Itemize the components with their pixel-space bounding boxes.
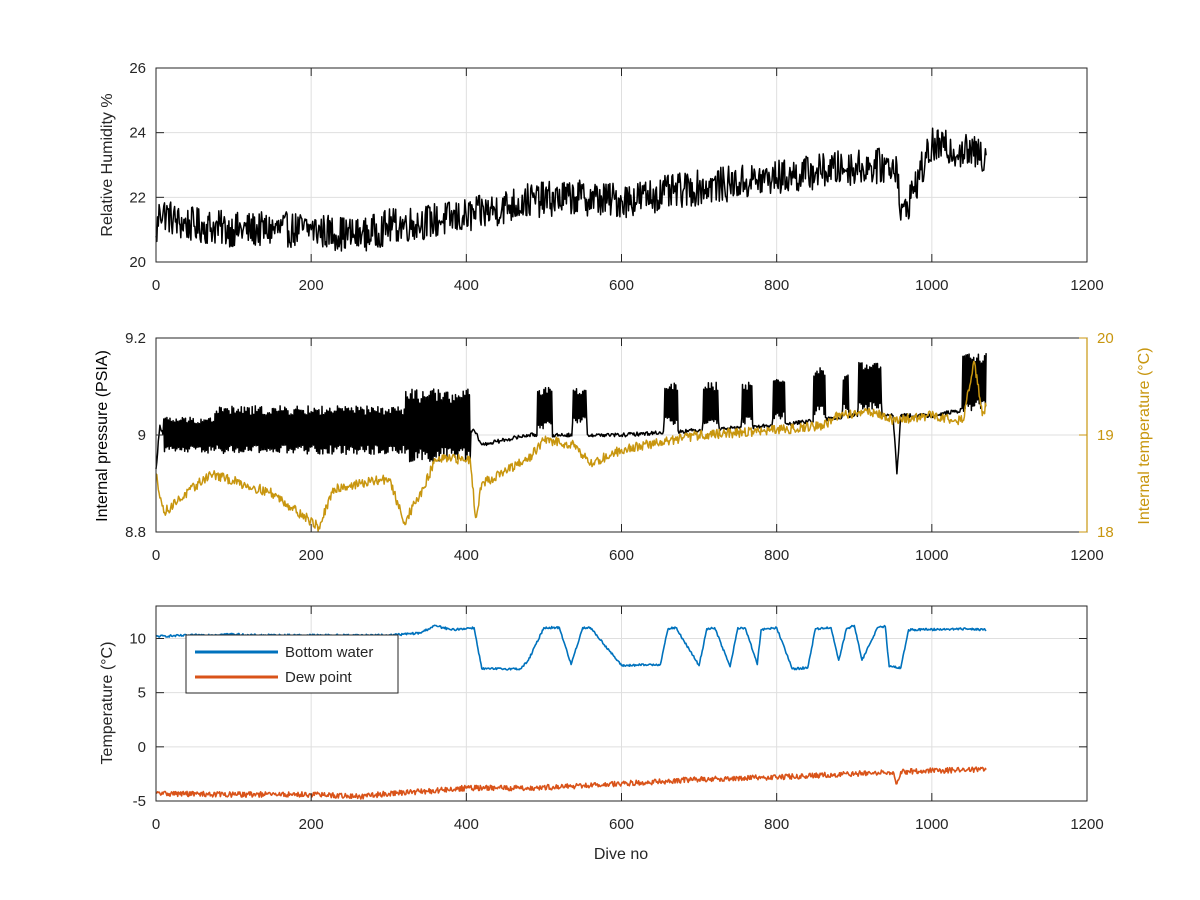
pressure-x-tick-label: 0 bbox=[152, 547, 160, 564]
pressure-right-y-tick-label: 19 bbox=[1097, 427, 1114, 444]
temperature-x-tick-label: 1200 bbox=[1070, 816, 1103, 833]
pressure-x-tick-label: 1000 bbox=[915, 547, 948, 564]
pressure-x-tick-label: 800 bbox=[764, 547, 789, 564]
temperature-x-tick-label: 0 bbox=[152, 816, 160, 833]
pressure-y-tick-label: 8.8 bbox=[125, 524, 146, 541]
temperature-x-tick-label: 400 bbox=[454, 816, 479, 833]
pressure-y-tick-label: 9.2 bbox=[125, 330, 146, 347]
pressure-x-tick-label: 1200 bbox=[1070, 547, 1103, 564]
temperature-y-tick-label: 0 bbox=[138, 739, 146, 756]
humidity-x-tick-label: 400 bbox=[454, 277, 479, 294]
pressure-y-tick-label: 9 bbox=[138, 427, 146, 444]
temperature-x-tick-label: 800 bbox=[764, 816, 789, 833]
humidity-x-tick-label: 1200 bbox=[1070, 277, 1103, 294]
temperature-x-axis-label: Dive no bbox=[594, 846, 648, 863]
pressure-series-0-line bbox=[155, 353, 987, 475]
pressure-ticks: 0 200 400 600 800 1000 1200 8.8 9 9.2 18 19 20 bbox=[125, 330, 1114, 564]
pressure-right-y-tick-label: 18 bbox=[1097, 524, 1114, 541]
temperature-y-tick-label: 10 bbox=[129, 631, 146, 648]
humidity-y-tick-label: 26 bbox=[129, 60, 146, 77]
temperature-x-tick-label: 600 bbox=[609, 816, 634, 833]
humidity-panel: 0 200 400 600 800 1000 1200 20 22 24 26 Relative H… bbox=[99, 60, 1104, 294]
humidity-x-tick-label: 600 bbox=[609, 277, 634, 294]
humidity-series-0-line bbox=[155, 127, 987, 252]
dew-point-line bbox=[155, 766, 987, 800]
legend: Bottom water Dew point bbox=[185, 634, 399, 694]
pressure-right-y-tick-label: 20 bbox=[1097, 330, 1114, 347]
humidity-y-tick-label: 22 bbox=[129, 189, 146, 206]
legend-bottom-water-label: Bottom water bbox=[285, 644, 373, 661]
humidity-y-tick-label: 20 bbox=[129, 254, 146, 271]
temperature-panel: 0 200 400 600 800 1000 1200 -5 0 5 10 Temperature … bbox=[99, 605, 1104, 863]
temperature-ticks: 0 200 400 600 800 1000 1200 -5 0 5 10 bbox=[129, 606, 1104, 833]
humidity-ticks: 0 200 400 600 800 1000 1200 20 22 24 26 bbox=[129, 60, 1103, 294]
temperature-x-tick-label: 1000 bbox=[915, 816, 948, 833]
pressure-y-axis-label: Internal pressure (PSIA) bbox=[94, 350, 111, 522]
humidity-y-axis-label: Relative Humidity % bbox=[99, 93, 116, 236]
pressure-plot-area bbox=[155, 353, 987, 532]
legend-box bbox=[185, 634, 399, 694]
humidity-x-tick-label: 200 bbox=[299, 277, 324, 294]
pressure-x-tick-label: 400 bbox=[454, 547, 479, 564]
legend-dew-point-label: Dew point bbox=[285, 669, 353, 686]
humidity-x-tick-label: 0 bbox=[152, 277, 160, 294]
temperature-y-tick-label: 5 bbox=[138, 685, 146, 702]
pressure-series-1-line bbox=[155, 360, 987, 532]
humidity-plot-area bbox=[155, 127, 987, 252]
temperature-y-tick-label: -5 bbox=[133, 793, 146, 810]
pressure-x-tick-label: 200 bbox=[299, 547, 324, 564]
temperature-x-tick-label: 200 bbox=[299, 816, 324, 833]
humidity-y-tick-label: 24 bbox=[129, 125, 146, 142]
humidity-x-tick-label: 800 bbox=[764, 277, 789, 294]
temperature-right-y-axis-label: Internal temperature (°C) bbox=[1136, 347, 1153, 524]
pressure-x-tick-label: 600 bbox=[609, 547, 634, 564]
humidity-x-tick-label: 1000 bbox=[915, 277, 948, 294]
pressure-panel: 0 200 400 600 800 1000 1200 8.8 9 9.2 18 19 20 Inter… bbox=[94, 330, 1153, 564]
temperature-y-axis-label: Temperature (°C) bbox=[99, 642, 116, 765]
